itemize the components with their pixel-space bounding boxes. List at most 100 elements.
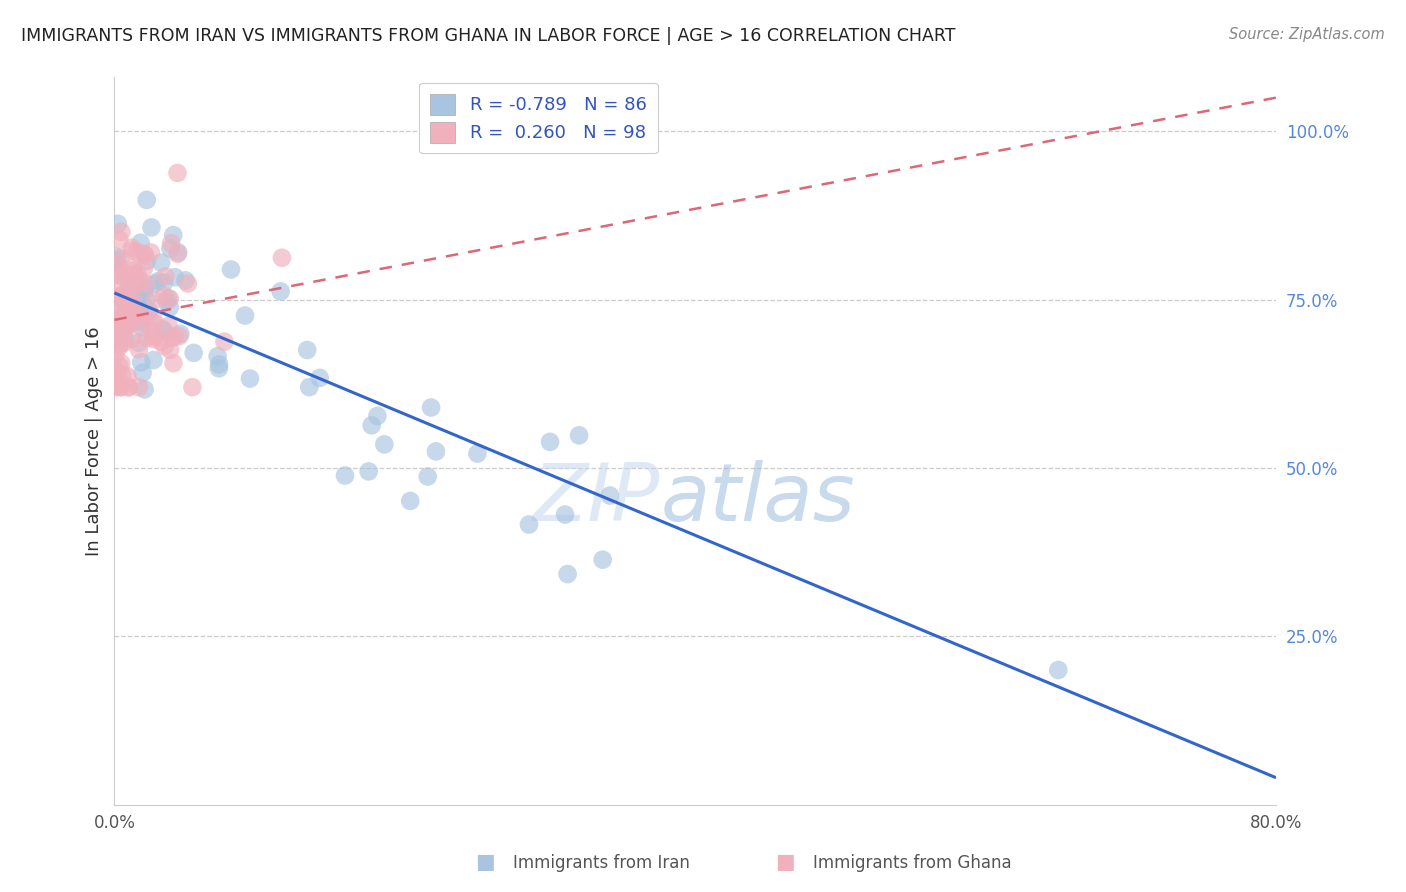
- Point: [134, 283, 156, 297]
- Point: [134, 247, 156, 261]
- Point: [111, 288, 134, 302]
- Point: [121, 241, 143, 255]
- Text: Immigrants from Ghana: Immigrants from Ghana: [813, 855, 1011, 872]
- Point: [373, 437, 395, 451]
- Point: [107, 368, 129, 382]
- Point: [110, 380, 132, 394]
- Point: [118, 380, 141, 394]
- Point: [160, 236, 183, 251]
- Point: [135, 193, 157, 207]
- Point: [104, 255, 127, 269]
- Point: [181, 380, 204, 394]
- Point: [208, 361, 231, 376]
- Point: [139, 245, 162, 260]
- Point: [183, 346, 205, 360]
- Point: [135, 293, 157, 308]
- Point: [104, 312, 127, 326]
- Point: [105, 283, 128, 297]
- Point: [136, 310, 159, 324]
- Point: [153, 289, 176, 303]
- Point: [122, 291, 145, 305]
- Point: [416, 469, 439, 483]
- Point: [122, 279, 145, 293]
- Point: [162, 228, 184, 243]
- Point: [592, 552, 614, 566]
- Point: [120, 315, 142, 329]
- Point: [270, 285, 292, 299]
- Point: [129, 309, 152, 323]
- Point: [114, 267, 136, 281]
- Point: [104, 340, 127, 354]
- Point: [107, 268, 129, 283]
- Point: [120, 316, 142, 330]
- Point: [128, 343, 150, 357]
- Point: [115, 293, 138, 307]
- Text: Immigrants from Iran: Immigrants from Iran: [513, 855, 690, 872]
- Point: [118, 271, 141, 285]
- Point: [104, 318, 127, 333]
- Point: [121, 260, 143, 275]
- Point: [177, 277, 200, 291]
- Point: [142, 326, 165, 340]
- Point: [153, 339, 176, 353]
- Point: [124, 306, 146, 320]
- Point: [157, 318, 180, 333]
- Point: [114, 291, 136, 305]
- Point: [142, 316, 165, 330]
- Point: [127, 299, 149, 313]
- Point: [467, 446, 489, 460]
- Point: [308, 371, 330, 385]
- Point: [110, 288, 132, 302]
- Point: [127, 314, 149, 328]
- Point: [122, 263, 145, 277]
- Point: [132, 261, 155, 276]
- Point: [138, 304, 160, 318]
- Text: ■: ■: [475, 853, 495, 872]
- Point: [127, 310, 149, 325]
- Point: [159, 301, 181, 315]
- Point: [111, 368, 134, 382]
- Point: [357, 465, 380, 479]
- Point: [233, 309, 256, 323]
- Point: [104, 250, 127, 264]
- Point: [104, 333, 127, 347]
- Point: [162, 356, 184, 370]
- Point: [155, 294, 177, 309]
- Point: [121, 244, 143, 258]
- Point: [128, 291, 150, 305]
- Point: [208, 358, 231, 372]
- Point: [110, 291, 132, 305]
- Point: [120, 296, 142, 310]
- Point: [104, 376, 127, 390]
- Point: [114, 319, 136, 334]
- Point: [1047, 663, 1070, 677]
- Point: [117, 295, 139, 310]
- Point: [517, 517, 540, 532]
- Point: [107, 320, 129, 334]
- Point: [122, 271, 145, 285]
- Point: [131, 319, 153, 334]
- Point: [131, 366, 153, 380]
- Point: [105, 378, 128, 392]
- Point: [159, 292, 181, 306]
- Point: [125, 304, 148, 318]
- Point: [155, 269, 177, 284]
- Point: [111, 313, 134, 327]
- Point: [148, 274, 170, 288]
- Point: [117, 313, 139, 327]
- Point: [121, 309, 143, 323]
- Point: [124, 275, 146, 289]
- Point: [174, 273, 197, 287]
- Point: [142, 329, 165, 343]
- Point: [141, 220, 163, 235]
- Point: [129, 315, 152, 329]
- Point: [333, 468, 356, 483]
- Point: [152, 322, 174, 336]
- Point: [107, 217, 129, 231]
- Point: [105, 364, 128, 378]
- Point: [108, 233, 131, 247]
- Point: [166, 246, 188, 260]
- Point: [163, 330, 186, 344]
- Point: [120, 285, 142, 300]
- Point: [112, 335, 135, 350]
